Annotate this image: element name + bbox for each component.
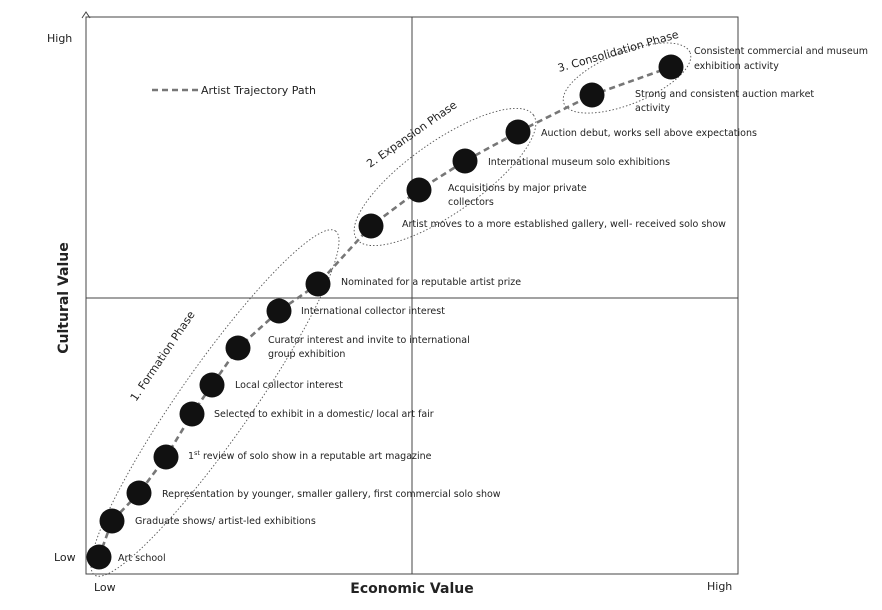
node-art-school: [86, 544, 112, 570]
milestone-nodes: [86, 54, 684, 570]
legend-label: Artist Trajectory Path: [201, 84, 316, 97]
milestone-label: Consistent commercial and museum: [694, 46, 868, 57]
y-high-label: High: [47, 32, 72, 45]
milestone-label: Nominated for a reputable artist prize: [341, 277, 521, 288]
milestone-label-line2: collectors: [448, 197, 494, 208]
milestone-label: International museum solo exhibitions: [488, 157, 670, 168]
consolidation-phase-ellipse: [562, 42, 692, 114]
milestone-label-superscript: st: [194, 449, 200, 457]
node-consistent-activity: [658, 54, 684, 80]
y-low-label: Low: [54, 551, 76, 564]
y-axis-title: Cultural Value: [56, 242, 72, 354]
node-auction-debut: [505, 119, 531, 145]
node-auction-activity: [579, 82, 605, 108]
milestone-label: International collector interest: [301, 306, 445, 317]
milestone-label: Selected to exhibit in a domestic/ local…: [214, 409, 434, 420]
node-representation: [126, 480, 152, 506]
node-major-acquisitions: [406, 177, 432, 203]
milestone-label-number: 1: [188, 451, 194, 462]
node-local-art-fair: [179, 401, 205, 427]
milestone-label: Strong and consistent auction market: [635, 89, 814, 100]
milestone-label-text: review of solo show in a reputable art m…: [200, 451, 432, 462]
milestone-label: Graduate shows/ artist-led exhibitions: [135, 516, 316, 527]
milestone-label: Art school: [118, 553, 166, 564]
legend: Artist Trajectory Path: [152, 84, 316, 97]
expansion-phase-ellipse: [353, 107, 537, 247]
node-established-gallery: [358, 213, 384, 239]
node-graduate-shows: [99, 508, 125, 534]
formation-phase-ellipse: [90, 229, 340, 577]
node-first-review: [153, 444, 179, 470]
milestone-label: 1st review of solo show in a reputable a…: [188, 449, 432, 462]
node-museum-solo: [452, 148, 478, 174]
trajectory-path: [97, 65, 672, 558]
y-axis-arrow-icon: [81, 11, 91, 19]
milestone-label: Auction debut, works sell above expectat…: [541, 128, 757, 139]
milestone-label: Local collector interest: [235, 380, 343, 391]
formation-phase-label: 1. Formation Phase: [128, 308, 198, 403]
node-international-collector: [266, 298, 292, 324]
milestone-label-line2: activity: [635, 103, 670, 114]
milestone-labels: Art school Graduate shows/ artist-led ex…: [118, 46, 868, 564]
milestone-label-line2: exhibition activity: [694, 61, 779, 72]
milestone-label-line2: group exhibition: [268, 349, 345, 360]
node-local-collector: [199, 372, 225, 398]
x-axis-title: Economic Value: [350, 581, 473, 597]
node-prize-nomination: [305, 271, 331, 297]
milestone-label: Curator interest and invite to internati…: [268, 335, 470, 346]
x-low-label: Low: [94, 581, 116, 594]
milestone-label: Artist moves to a more established galle…: [402, 219, 726, 230]
milestone-label: Representation by younger, smaller galle…: [162, 489, 501, 500]
x-high-label: High: [707, 580, 732, 593]
milestone-label: Acquisitions by major private: [448, 183, 587, 194]
node-curator-interest: [225, 335, 251, 361]
